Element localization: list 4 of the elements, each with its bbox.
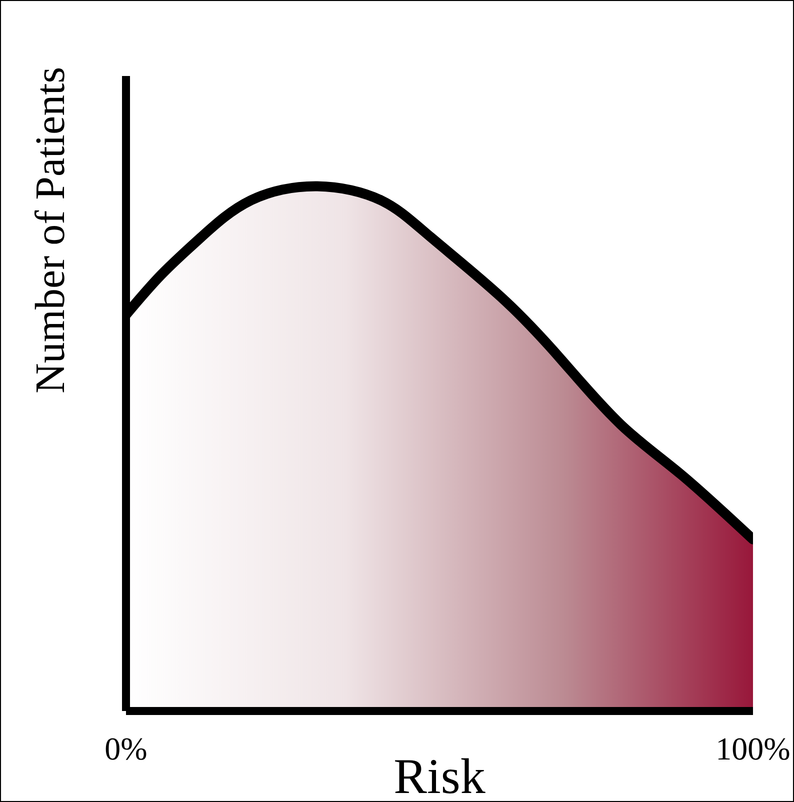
x-axis-title: Risk (394, 748, 486, 802)
x-tick-label: 0% (104, 730, 148, 767)
y-axis-title: Number of Patients (28, 66, 74, 394)
x-tick-label: 100% (716, 730, 790, 767)
